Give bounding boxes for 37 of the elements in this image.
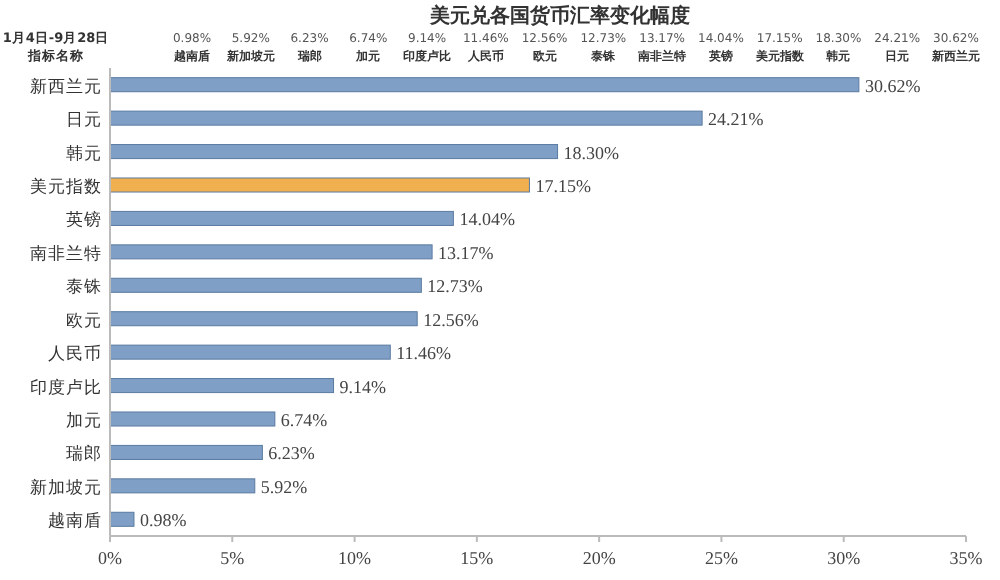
x-tick-label: 10% xyxy=(338,548,373,568)
chart-title: 美元兑各国货币汇率变化幅度 xyxy=(428,4,690,28)
data-label: 17.15% xyxy=(535,176,592,196)
data-label: 18.30% xyxy=(563,142,621,163)
y-tick-label: 印度卢比 xyxy=(30,376,102,399)
y-tick-label: 美元指数 xyxy=(30,176,102,198)
data-label: 12.56% xyxy=(423,309,480,330)
y-tick-label: 英镑 xyxy=(66,209,102,232)
x-tick-label: 5% xyxy=(220,548,246,568)
data-label: 5.92% xyxy=(260,476,309,497)
y-tick-label: 韩元 xyxy=(66,142,102,165)
data-label: 30.62% xyxy=(864,75,922,96)
x-tick-label: 0% xyxy=(98,548,123,568)
y-tick-label: 新加坡元 xyxy=(30,476,102,499)
data-label: 6.23% xyxy=(268,443,316,464)
x-tick-label: 30% xyxy=(827,548,862,568)
data-label: 11.46% xyxy=(396,343,453,364)
data-label: 24.21% xyxy=(708,109,765,130)
y-tick-label: 日元 xyxy=(66,109,102,132)
data-label: 0.98% xyxy=(139,510,188,531)
x-tick-label: 35% xyxy=(949,548,984,568)
y-tick-label: 新西兰元 xyxy=(30,75,102,98)
x-tick-label: 25% xyxy=(704,548,739,568)
y-tick-label: 泰铢 xyxy=(66,276,102,299)
y-tick-label: 欧元 xyxy=(66,309,102,332)
y-tick-label: 越南盾 xyxy=(48,510,102,533)
data-label: 14.04% xyxy=(459,209,516,230)
y-tick-label: 南非兰特 xyxy=(30,242,102,265)
x-tick-label: 15% xyxy=(460,548,495,568)
y-tick-label: 瑞郎 xyxy=(66,443,102,466)
data-label: 12.73% xyxy=(427,276,484,297)
y-tick-label: 加元 xyxy=(66,410,102,432)
x-tick-label: 20% xyxy=(582,548,617,568)
data-label: 6.74% xyxy=(280,410,329,430)
y-tick-label: 人民币 xyxy=(48,343,102,366)
data-label: 9.14% xyxy=(339,376,388,397)
data-label: 13.17% xyxy=(438,242,495,263)
